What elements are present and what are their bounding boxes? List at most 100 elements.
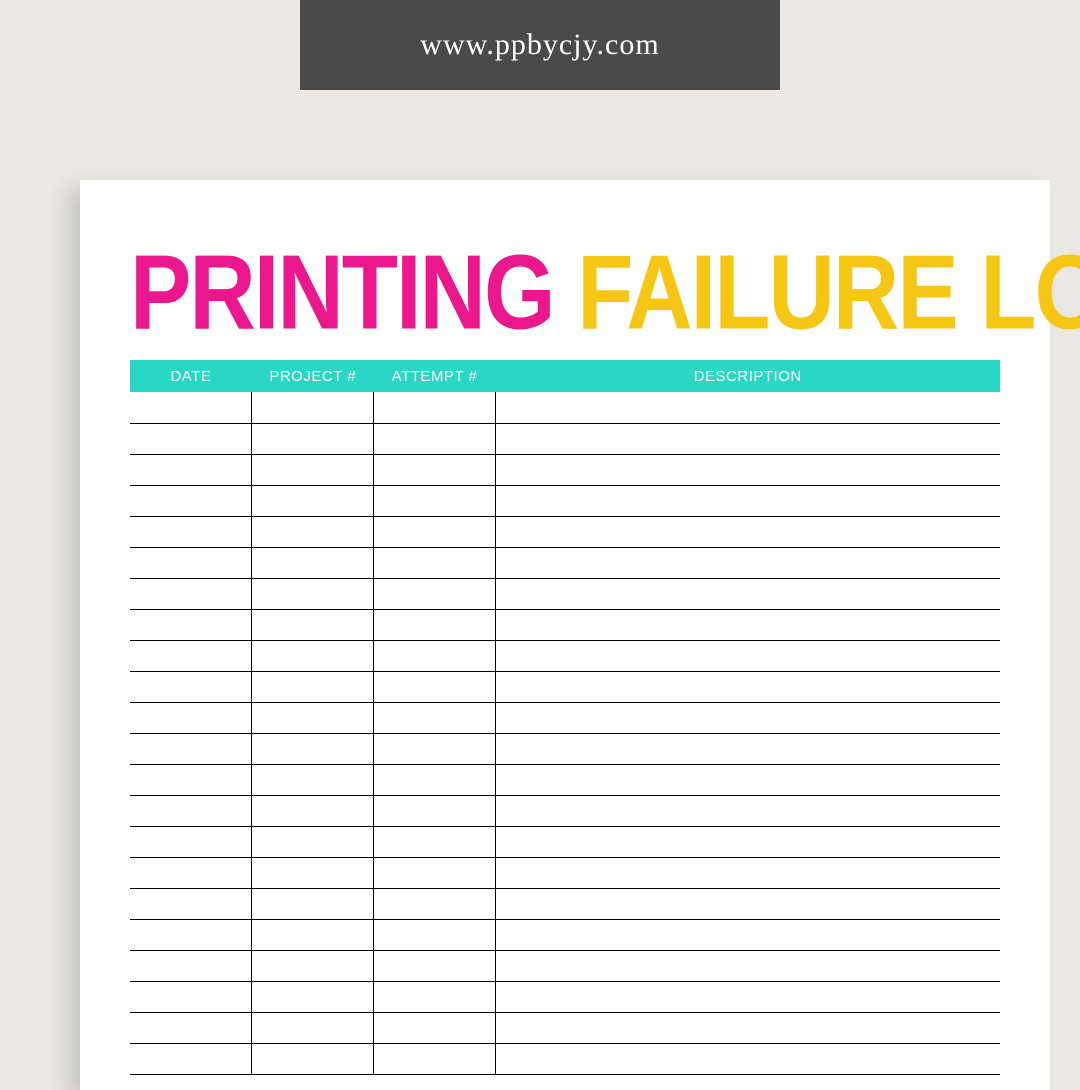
table-cell: [374, 640, 496, 671]
url-text: www.ppbycjy.com: [420, 28, 659, 62]
table-cell: [130, 609, 252, 640]
table-cell: [495, 1043, 1000, 1074]
table-cell: [252, 640, 374, 671]
table-cell: [130, 1012, 252, 1043]
table-cell: [374, 733, 496, 764]
table-cell: [252, 795, 374, 826]
table-cell: [374, 888, 496, 919]
table-cell: [495, 702, 1000, 733]
table-cell: [130, 671, 252, 702]
table-cell: [252, 919, 374, 950]
table-row: [130, 578, 1000, 609]
table-cell: [495, 981, 1000, 1012]
table-cell: [495, 950, 1000, 981]
table-cell: [252, 764, 374, 795]
table-cell: [495, 454, 1000, 485]
table-cell: [495, 578, 1000, 609]
table-cell: [495, 764, 1000, 795]
table-cell: [130, 950, 252, 981]
col-header-attempt: ATTEMPT #: [374, 360, 496, 392]
table-cell: [495, 423, 1000, 454]
table-cell: [130, 764, 252, 795]
table-cell: [495, 826, 1000, 857]
table-cell: [374, 1012, 496, 1043]
table-cell: [252, 888, 374, 919]
table-row: [130, 981, 1000, 1012]
table-cell: [252, 671, 374, 702]
table-row: [130, 1012, 1000, 1043]
table-cell: [374, 950, 496, 981]
table-row: [130, 702, 1000, 733]
table-cell: [374, 578, 496, 609]
table-row: [130, 516, 1000, 547]
table-cell: [252, 392, 374, 423]
table-cell: [374, 764, 496, 795]
table-cell: [495, 733, 1000, 764]
table-cell: [252, 733, 374, 764]
table-cell: [495, 547, 1000, 578]
table-row: [130, 857, 1000, 888]
table-cell: [130, 547, 252, 578]
table-cell: [495, 640, 1000, 671]
table-row: [130, 640, 1000, 671]
table-cell: [374, 485, 496, 516]
table-cell: [495, 888, 1000, 919]
log-table: DATE PROJECT # ATTEMPT # DESCRIPTION: [130, 360, 1000, 1075]
table-cell: [252, 1043, 374, 1074]
table-cell: [374, 1043, 496, 1074]
table-cell: [130, 795, 252, 826]
col-header-date: DATE: [130, 360, 252, 392]
table-row: [130, 609, 1000, 640]
table-cell: [130, 392, 252, 423]
table-cell: [252, 1012, 374, 1043]
table-cell: [495, 516, 1000, 547]
table-cell: [374, 516, 496, 547]
table-row: [130, 423, 1000, 454]
table-cell: [130, 485, 252, 516]
table-cell: [374, 702, 496, 733]
table-cell: [495, 857, 1000, 888]
table-cell: [495, 919, 1000, 950]
table-row: [130, 919, 1000, 950]
url-banner: www.ppbycjy.com: [300, 0, 780, 90]
table-cell: [374, 609, 496, 640]
table-cell: [495, 392, 1000, 423]
table-cell: [374, 454, 496, 485]
table-cell: [252, 547, 374, 578]
table-row: [130, 671, 1000, 702]
table-cell: [130, 702, 252, 733]
table-cell: [374, 981, 496, 1012]
table-header-row: DATE PROJECT # ATTEMPT # DESCRIPTION: [130, 360, 1000, 392]
table-cell: [130, 516, 252, 547]
title-word-3: LOG: [980, 234, 1080, 351]
table-cell: [252, 578, 374, 609]
table-cell: [495, 609, 1000, 640]
table-cell: [130, 454, 252, 485]
table-cell: [495, 1012, 1000, 1043]
table-cell: [495, 795, 1000, 826]
col-header-project: PROJECT #: [252, 360, 374, 392]
table-cell: [130, 1043, 252, 1074]
table-cell: [252, 826, 374, 857]
table-cell: [252, 981, 374, 1012]
table-cell: [495, 485, 1000, 516]
table-cell: [252, 857, 374, 888]
log-sheet: PRINTING FAILURE LOG DATE PROJECT # ATTE…: [80, 180, 1050, 1090]
table-cell: [130, 423, 252, 454]
table-cell: [252, 516, 374, 547]
table-cell: [130, 640, 252, 671]
table-cell: [252, 950, 374, 981]
sheet-title: PRINTING FAILURE LOG: [130, 240, 1000, 346]
table-cell: [252, 702, 374, 733]
table-cell: [374, 392, 496, 423]
table-row: [130, 826, 1000, 857]
table-row: [130, 733, 1000, 764]
table-cell: [130, 733, 252, 764]
table-row: [130, 795, 1000, 826]
table-row: [130, 1043, 1000, 1074]
table-row: [130, 454, 1000, 485]
table-cell: [130, 981, 252, 1012]
table-cell: [374, 423, 496, 454]
table-cell: [374, 795, 496, 826]
table-row: [130, 950, 1000, 981]
